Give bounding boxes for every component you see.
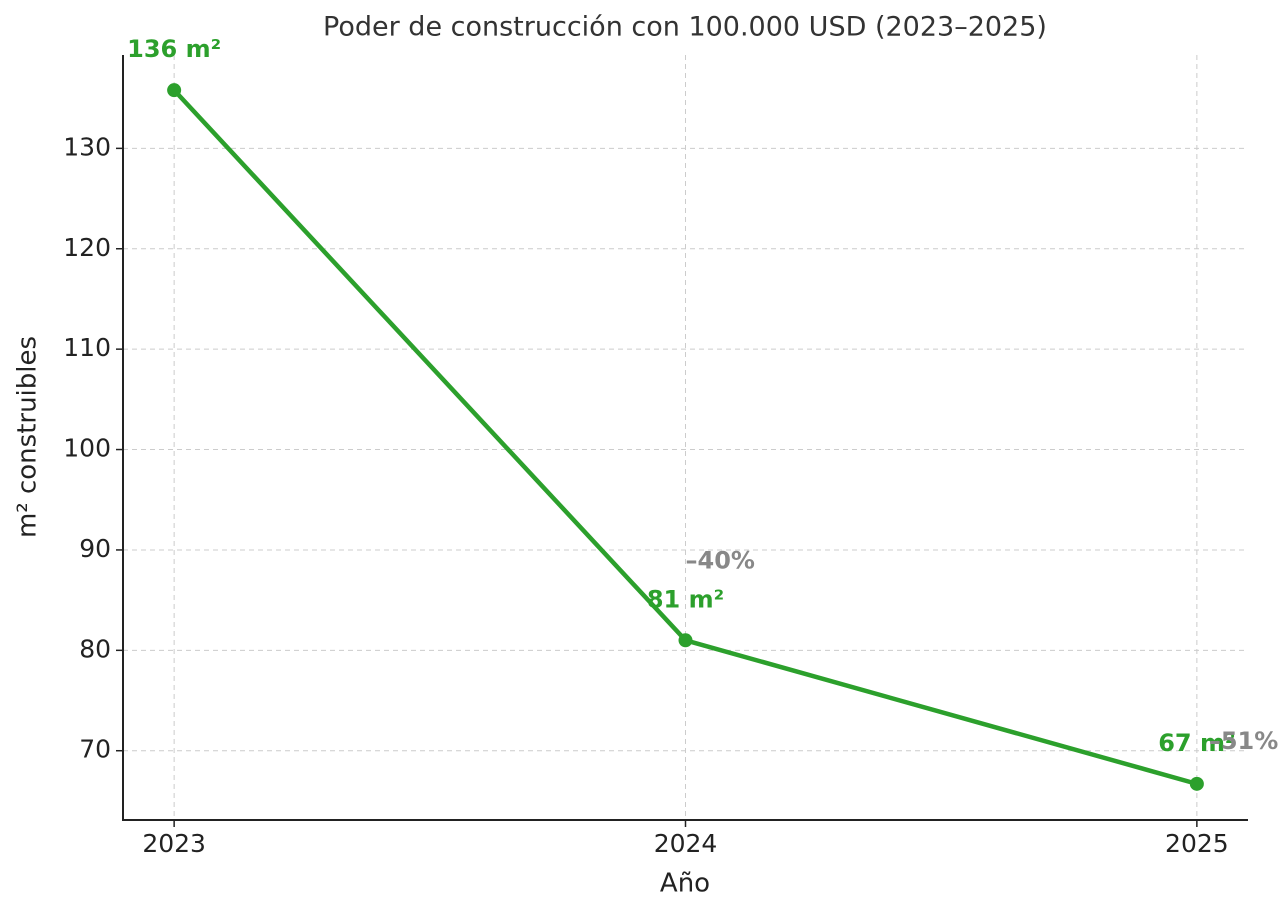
y-tick-label: 100 (63, 434, 111, 463)
x-tick-label: 2023 (142, 829, 206, 858)
y-tick-label: 70 (79, 735, 111, 764)
y-tick-label: 80 (79, 634, 111, 663)
point (1189, 776, 1204, 791)
data-label: 81 m² (647, 585, 724, 613)
x-tick-label: 2025 (1165, 829, 1229, 858)
annotation: –51% (1209, 727, 1278, 755)
y-tick-label: 110 (63, 333, 111, 362)
x-axis-label: Año (660, 869, 710, 899)
chart-title: Poder de construcción con 100.000 USD (2… (323, 12, 1047, 43)
y-axis-label: m² construibles (13, 336, 43, 538)
y-tick-label: 90 (79, 534, 111, 563)
data-label: 67 m² (1158, 729, 1235, 757)
point (167, 83, 182, 98)
y-tick-label: 130 (63, 132, 111, 161)
y-tick-label: 120 (63, 233, 111, 262)
annotation: –40% (686, 546, 755, 574)
point (678, 633, 693, 648)
x-tick-label: 2024 (654, 829, 718, 858)
data-label: 136 m² (127, 35, 221, 63)
axes (122, 55, 1248, 821)
